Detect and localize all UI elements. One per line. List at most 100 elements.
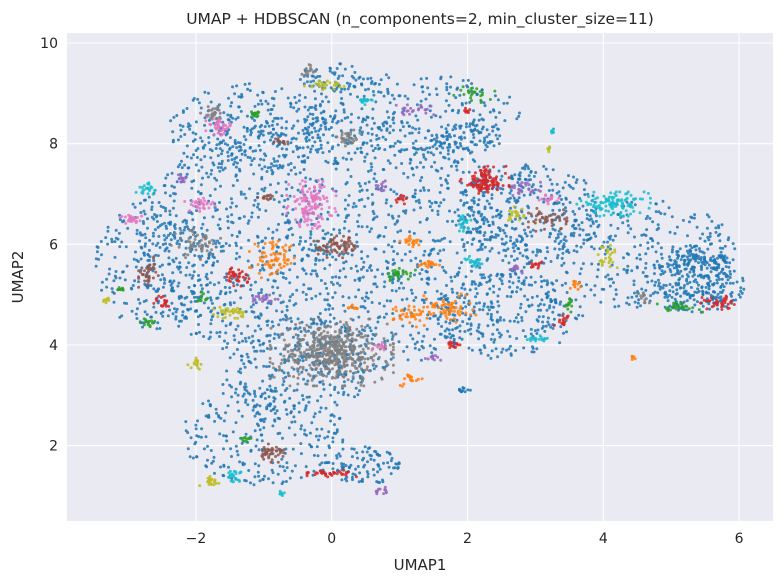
noise-point xyxy=(670,295,674,299)
cluster-point xyxy=(315,356,319,360)
cluster-point xyxy=(326,334,330,338)
noise-point xyxy=(333,388,336,391)
noise-point xyxy=(644,261,648,265)
noise-point xyxy=(388,124,392,128)
noise-point xyxy=(343,309,347,313)
noise-point xyxy=(249,481,252,485)
noise-point xyxy=(373,172,377,176)
cluster-point xyxy=(296,376,300,380)
cluster-point xyxy=(335,371,339,375)
noise-point xyxy=(397,149,401,153)
cluster-point xyxy=(353,338,357,342)
noise-point xyxy=(295,220,299,224)
noise-point xyxy=(252,172,256,176)
noise-point xyxy=(277,323,281,327)
noise-point xyxy=(414,114,418,118)
noise-point xyxy=(210,271,214,275)
cluster-point xyxy=(313,197,317,200)
noise-point xyxy=(494,133,498,137)
cluster-point xyxy=(306,217,310,221)
noise-point xyxy=(187,285,191,289)
noise-point xyxy=(433,200,437,204)
noise-point xyxy=(425,277,429,281)
noise-point xyxy=(215,331,219,335)
noise-point xyxy=(289,316,293,320)
noise-point xyxy=(541,315,545,319)
noise-point xyxy=(176,239,180,243)
noise-point xyxy=(211,161,215,165)
noise-point xyxy=(542,164,546,168)
noise-point xyxy=(481,242,485,246)
noise-point xyxy=(192,291,196,295)
noise-point xyxy=(460,261,463,264)
noise-point xyxy=(627,253,631,256)
cluster-point xyxy=(333,330,337,334)
noise-point xyxy=(530,296,534,299)
cluster-point xyxy=(599,201,603,205)
cluster-point xyxy=(721,246,725,250)
cluster-point xyxy=(642,190,646,194)
noise-point xyxy=(360,296,364,300)
noise-point xyxy=(302,168,306,171)
noise-point xyxy=(235,449,239,453)
noise-point xyxy=(708,235,712,238)
noise-point xyxy=(245,129,249,133)
noise-point xyxy=(389,299,392,303)
noise-point xyxy=(545,283,549,287)
noise-point xyxy=(323,322,326,325)
noise-point xyxy=(356,244,360,248)
noise-point xyxy=(239,190,243,194)
noise-point xyxy=(284,133,288,137)
noise-point xyxy=(421,85,424,89)
noise-point xyxy=(513,217,517,221)
cluster-point xyxy=(362,350,366,354)
noise-point xyxy=(640,233,644,237)
noise-point xyxy=(468,124,472,128)
noise-point xyxy=(548,178,552,182)
cluster-point xyxy=(385,322,389,326)
noise-point xyxy=(438,191,442,194)
noise-point xyxy=(224,434,228,438)
cluster-point xyxy=(388,343,392,347)
noise-point xyxy=(302,82,306,86)
noise-point xyxy=(180,295,184,299)
noise-point xyxy=(249,341,253,345)
noise-point xyxy=(285,412,289,416)
cluster-point xyxy=(296,344,300,348)
noise-point xyxy=(326,217,330,221)
cluster-point xyxy=(322,363,326,367)
noise-point xyxy=(177,297,181,300)
noise-point xyxy=(315,322,319,326)
noise-point xyxy=(228,136,232,140)
noise-point xyxy=(267,395,271,399)
noise-point xyxy=(472,305,476,309)
noise-point xyxy=(370,132,374,136)
cluster-point xyxy=(332,189,336,193)
cluster-point xyxy=(298,202,302,206)
cluster-point xyxy=(343,384,347,388)
noise-point xyxy=(164,176,168,180)
noise-point xyxy=(200,287,204,291)
noise-point xyxy=(487,202,491,206)
noise-point xyxy=(505,294,509,298)
noise-point xyxy=(281,317,285,321)
noise-point xyxy=(340,325,344,329)
noise-point xyxy=(355,451,359,455)
noise-point xyxy=(590,262,594,266)
noise-point xyxy=(399,275,403,278)
noise-point xyxy=(626,296,630,300)
noise-point xyxy=(184,420,188,424)
cluster-point xyxy=(587,202,591,206)
noise-point xyxy=(214,242,218,245)
noise-point xyxy=(482,222,486,226)
noise-point xyxy=(562,238,566,242)
cluster-point xyxy=(383,368,387,372)
noise-point xyxy=(581,228,585,232)
noise-point xyxy=(614,292,618,296)
cluster-point xyxy=(359,335,363,339)
noise-point xyxy=(137,298,140,301)
noise-point xyxy=(207,306,210,310)
noise-point xyxy=(551,282,555,286)
noise-point xyxy=(200,427,204,431)
noise-point xyxy=(225,345,229,349)
